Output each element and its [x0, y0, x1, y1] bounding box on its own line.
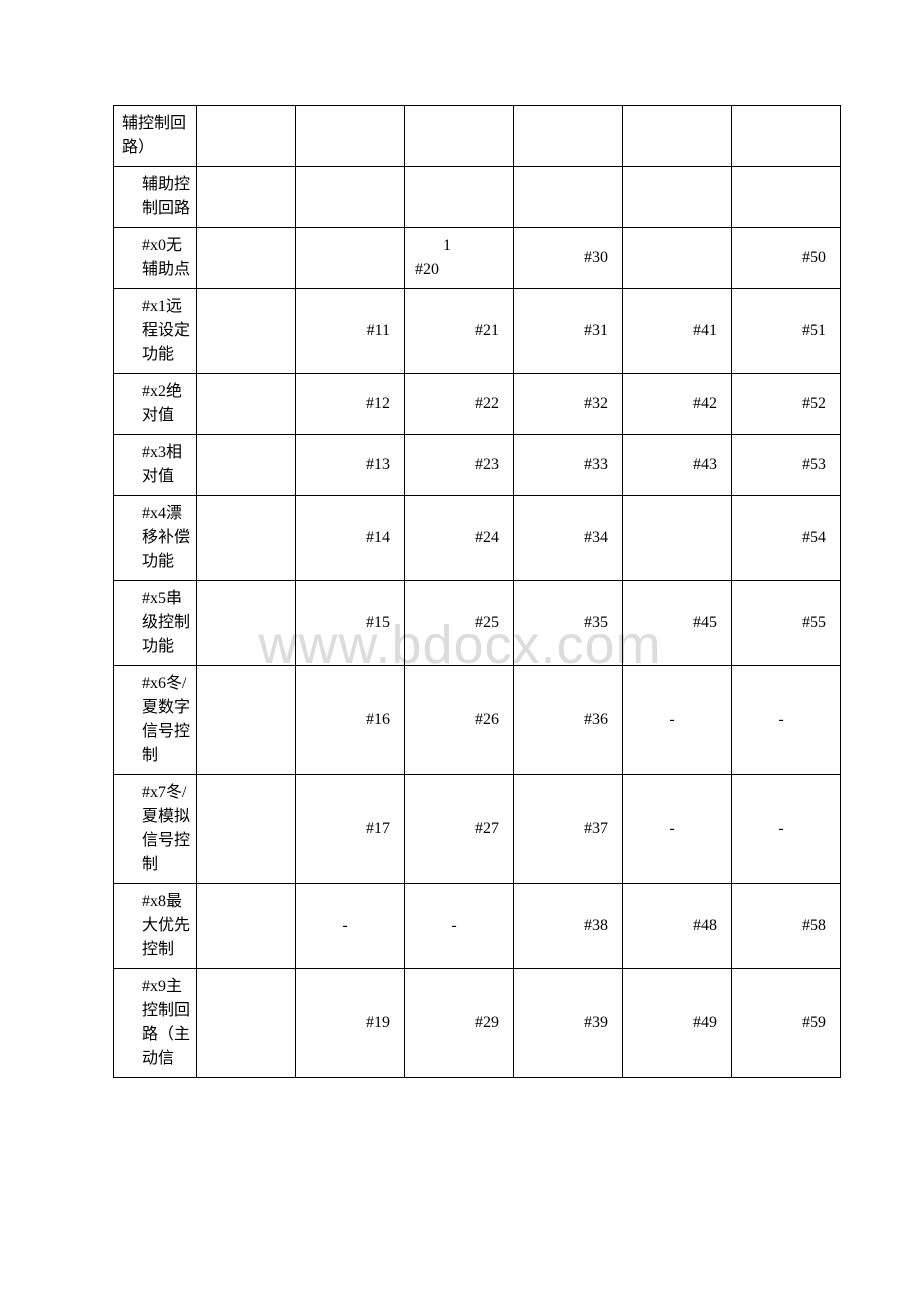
table-row: #x9主控制回路（主动信 #19#29#39#49#59	[114, 969, 841, 1078]
cell: #42	[623, 374, 732, 435]
cell: #53	[732, 435, 841, 496]
cell: -	[623, 775, 732, 884]
table-row: #x4漂移补偿功能 #14#24#34 #54	[114, 496, 841, 581]
cell: #30	[514, 228, 623, 289]
cell: 1#20	[405, 228, 514, 289]
row-label: 辅控制回路）	[114, 106, 197, 167]
cell: #55	[732, 581, 841, 666]
cell	[732, 106, 841, 167]
table-row: #x3相对值 #13#23#33#43#53	[114, 435, 841, 496]
cell: #32	[514, 374, 623, 435]
table-row: #x5串级控制功能 #15#25#35#45#55	[114, 581, 841, 666]
row-label: #x6冬/夏数字信号控制	[114, 666, 197, 775]
cell: #51	[732, 289, 841, 374]
cell: #13	[296, 435, 405, 496]
table-row: #x0无辅助点 1#20#30 #50	[114, 228, 841, 289]
row-label: #x1远程设定功能	[114, 289, 197, 374]
table-row: #x6冬/夏数字信号控制 #16#26#36--	[114, 666, 841, 775]
cell: #45	[623, 581, 732, 666]
cell: #19	[296, 969, 405, 1078]
cell: #26	[405, 666, 514, 775]
data-table: 辅控制回路）辅助控制回路#x0无辅助点 1#20#30#50#x1远程设定功能#…	[113, 105, 841, 1078]
cell	[405, 167, 514, 228]
cell	[197, 581, 296, 666]
table-row: #x8最大优先控制--#38#48#58	[114, 884, 841, 969]
table-row: #x1远程设定功能 #11#21#31#41#51	[114, 289, 841, 374]
row-label: #x3相对值	[114, 435, 197, 496]
cell	[296, 106, 405, 167]
row-label: #x8最大优先控制	[114, 884, 197, 969]
cell: #24	[405, 496, 514, 581]
row-label: #x5串级控制功能	[114, 581, 197, 666]
cell: -	[296, 884, 405, 969]
cell: #36	[514, 666, 623, 775]
cell	[623, 228, 732, 289]
cell	[514, 167, 623, 228]
cell: #35	[514, 581, 623, 666]
cell: -	[405, 884, 514, 969]
row-label: #x9主控制回路（主动信	[114, 969, 197, 1078]
cell: #12	[296, 374, 405, 435]
cell: #52	[732, 374, 841, 435]
row-label: #x4漂移补偿功能	[114, 496, 197, 581]
cell: #39	[514, 969, 623, 1078]
cell	[197, 884, 296, 969]
row-label: 辅助控制回路	[114, 167, 197, 228]
cell: #29	[405, 969, 514, 1078]
cell: #16	[296, 666, 405, 775]
cell	[197, 435, 296, 496]
cell: #59	[732, 969, 841, 1078]
cell: #27	[405, 775, 514, 884]
table-row: 辅助控制回路	[114, 167, 841, 228]
cell: #25	[405, 581, 514, 666]
cell: #37	[514, 775, 623, 884]
cell	[197, 228, 296, 289]
cell	[197, 106, 296, 167]
cell: -	[623, 666, 732, 775]
cell	[296, 167, 405, 228]
cell: #38	[514, 884, 623, 969]
cell	[623, 106, 732, 167]
cell: #17	[296, 775, 405, 884]
table-row: #x7冬/夏模拟信号控制 #17#27#37--	[114, 775, 841, 884]
cell: #41	[623, 289, 732, 374]
cell	[296, 228, 405, 289]
document-page: 辅控制回路）辅助控制回路#x0无辅助点 1#20#30#50#x1远程设定功能#…	[113, 105, 727, 1078]
cell: -	[732, 775, 841, 884]
cell: #14	[296, 496, 405, 581]
cell: #33	[514, 435, 623, 496]
cell	[197, 496, 296, 581]
cell: #54	[732, 496, 841, 581]
cell: #43	[623, 435, 732, 496]
cell: #34	[514, 496, 623, 581]
cell: #50	[732, 228, 841, 289]
cell: #15	[296, 581, 405, 666]
cell	[197, 969, 296, 1078]
cell: #49	[623, 969, 732, 1078]
cell	[197, 666, 296, 775]
cell: -	[732, 666, 841, 775]
cell	[197, 167, 296, 228]
cell: #48	[623, 884, 732, 969]
cell	[623, 496, 732, 581]
cell	[623, 167, 732, 228]
cell	[197, 775, 296, 884]
table-row: 辅控制回路）	[114, 106, 841, 167]
cell: #21	[405, 289, 514, 374]
cell: #31	[514, 289, 623, 374]
cell: #58	[732, 884, 841, 969]
table-row: #x2绝对值 #12#22#32#42#52	[114, 374, 841, 435]
cell: #11	[296, 289, 405, 374]
row-label: #x0无辅助点	[114, 228, 197, 289]
cell	[197, 374, 296, 435]
cell	[514, 106, 623, 167]
cell	[405, 106, 514, 167]
cell	[197, 289, 296, 374]
cell: #22	[405, 374, 514, 435]
cell	[732, 167, 841, 228]
row-label: #x7冬/夏模拟信号控制	[114, 775, 197, 884]
cell: #23	[405, 435, 514, 496]
row-label: #x2绝对值	[114, 374, 197, 435]
